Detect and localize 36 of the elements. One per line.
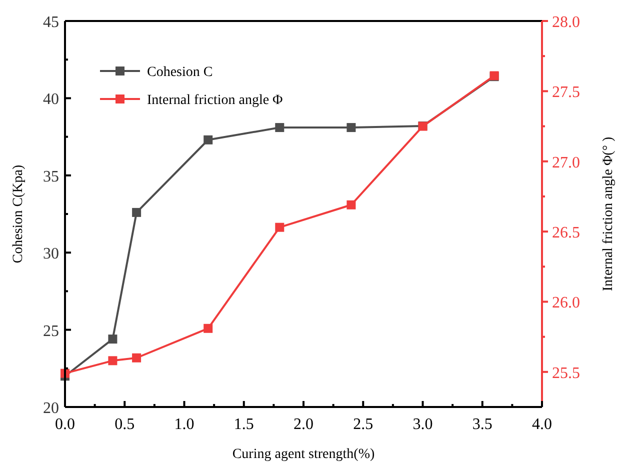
point [275, 222, 284, 232]
legend-label: Internal friction angle Φ [147, 93, 283, 108]
x-tick-label: 2.5 [353, 416, 374, 433]
y-tick-label: 25 [43, 322, 59, 340]
y2-tick-label: 26.5 [552, 224, 580, 242]
x-tick-label: 2.0 [294, 416, 314, 433]
y2-tick-label: 25.5 [552, 364, 580, 382]
point [132, 208, 142, 217]
y2-axis-title: Internal friction angle Φ(° ) [601, 136, 616, 292]
x-tick-label: 3.5 [472, 416, 492, 433]
y2-tick-label: 27.5 [552, 84, 580, 102]
y2-tick-label: 26.0 [552, 294, 580, 312]
point [204, 135, 213, 144]
point [108, 356, 118, 366]
y-tick-label: 35 [43, 168, 59, 186]
legend-label: Cohesion C [147, 65, 213, 80]
x-tick-label: 3.0 [412, 416, 433, 433]
point [346, 200, 356, 210]
x-tick-label: 4.0 [532, 416, 552, 433]
x-axis-title: Curing agent strength(%) [232, 447, 375, 462]
y2-tick-label: 27.0 [552, 154, 580, 172]
point [346, 123, 356, 132]
y-tick-label: 30 [43, 246, 59, 263]
y2-tick-label: 28.0 [552, 14, 580, 31]
y-tick-label: 45 [43, 14, 59, 31]
point [108, 334, 118, 344]
y-axis-title: Cohesion C(Kpa) [11, 164, 26, 264]
y-tick-label: 20 [43, 400, 59, 417]
x-tick-label: 1.5 [234, 416, 254, 433]
x-tick-label: 0.5 [114, 416, 135, 433]
y-tick-label: 40 [43, 91, 59, 108]
x-tick-label: 1.0 [174, 416, 194, 433]
point [132, 353, 142, 362]
point [275, 123, 284, 132]
x-tick-label: 0.0 [55, 416, 75, 433]
point [204, 324, 213, 333]
